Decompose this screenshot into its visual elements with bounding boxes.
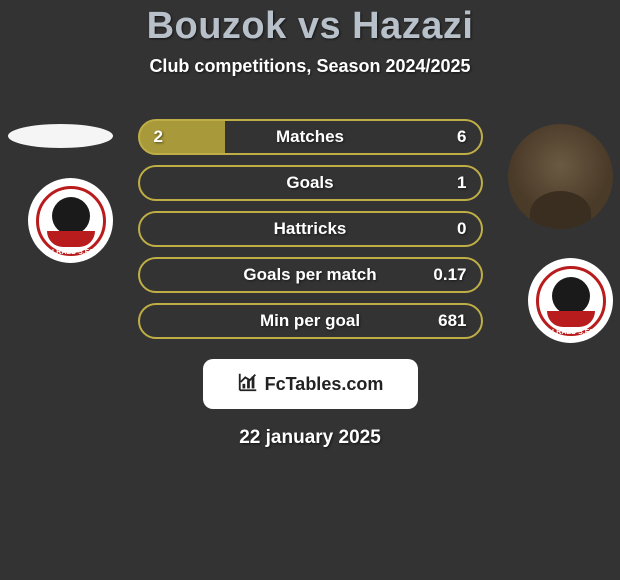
- footer-badge: FcTables.com: [203, 359, 418, 409]
- player-right-avatar: [508, 124, 613, 229]
- chart-icon: [237, 371, 259, 398]
- stat-right-value: 6: [411, 127, 481, 147]
- stat-row: Goals1: [138, 165, 483, 201]
- stat-right-value: 1: [411, 173, 481, 193]
- stat-right-value: 0.17: [411, 265, 481, 285]
- date: 22 january 2025: [0, 427, 620, 449]
- stat-row: Goals per match0.17: [138, 257, 483, 293]
- subtitle: Club competitions, Season 2024/2025: [0, 56, 620, 77]
- page-title: Bouzok vs Hazazi: [0, 5, 620, 48]
- club-left-badge: ALRAED S.FC: [28, 178, 113, 263]
- club-right-badge: ALRAED S.FC: [528, 258, 613, 343]
- stat-label: Matches: [210, 127, 411, 147]
- stat-right-value: 0: [411, 219, 481, 239]
- stat-row: Min per goal681: [138, 303, 483, 339]
- stat-row: 2Matches6: [138, 119, 483, 155]
- stat-label: Min per goal: [210, 311, 411, 331]
- stat-label: Hattricks: [210, 219, 411, 239]
- stat-label: Goals per match: [210, 265, 411, 285]
- player-left-avatar: [8, 124, 113, 148]
- stat-left-value: 2: [140, 127, 210, 147]
- footer-text: FcTables.com: [265, 374, 384, 395]
- stat-label: Goals: [210, 173, 411, 193]
- stat-row: Hattricks0: [138, 211, 483, 247]
- stat-right-value: 681: [411, 311, 481, 331]
